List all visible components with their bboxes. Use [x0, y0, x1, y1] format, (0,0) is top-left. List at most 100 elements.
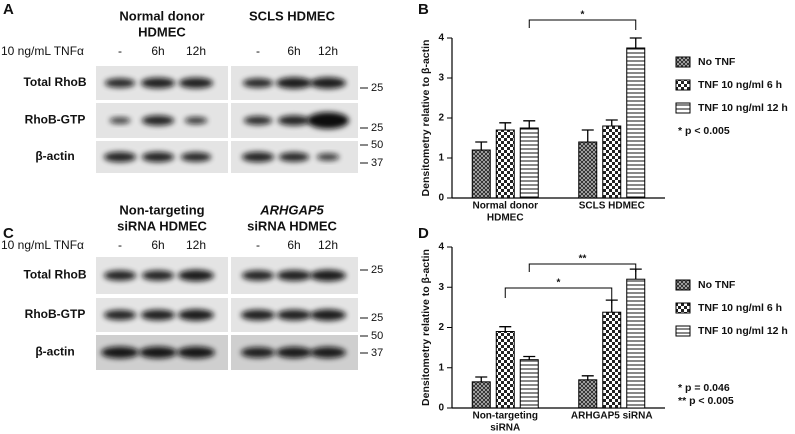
significance-label: *	[557, 278, 561, 289]
bar	[578, 379, 598, 409]
y-tick-label: 2	[438, 322, 444, 333]
row-label: RhoB-GTP	[25, 307, 86, 321]
lane-label: 6h	[287, 44, 300, 58]
y-tick-label: 4	[438, 242, 444, 253]
group-heading: siRNA HDMEC	[117, 218, 207, 233]
lane-label: 12h	[318, 44, 338, 58]
group-heading: Normal donor	[119, 8, 204, 23]
bar	[626, 47, 646, 199]
marker-label: 25	[371, 122, 383, 134]
error-bar	[499, 326, 512, 332]
blot-band	[140, 77, 176, 89]
y-axis-label: Densitometry relative to β-actin	[420, 249, 432, 406]
marker-label: 25	[371, 82, 383, 94]
group-heading: siRNA HDMEC	[247, 218, 337, 233]
x-tick-label: HDMEC	[487, 213, 524, 224]
blot-band	[276, 309, 312, 321]
legend-swatch	[675, 279, 691, 291]
blot-band	[178, 77, 214, 89]
blot-band	[141, 270, 175, 281]
significance-bracket	[504, 287, 613, 303]
blot-band	[103, 151, 137, 163]
x-tick-label: SCLS HDMEC	[579, 201, 645, 212]
group-heading: HDMEC	[138, 24, 186, 39]
y-axis-label: Densitometry relative to β-actin	[420, 40, 432, 197]
legend-swatch	[675, 302, 691, 314]
y-tick-label: 3	[438, 73, 444, 84]
panel-label: A	[3, 1, 14, 18]
blot-band	[103, 309, 137, 321]
blot-band	[309, 269, 347, 282]
blot-band	[104, 78, 136, 88]
lane-label: 12h	[318, 238, 338, 252]
marker-label: 25	[371, 312, 383, 324]
error-bar	[523, 355, 536, 360]
row-label: Total RhoB	[23, 268, 86, 282]
bar	[626, 278, 646, 409]
lane-label: 12h	[186, 238, 206, 252]
group-heading: ARHGAP5	[259, 202, 324, 217]
lane-label: -	[256, 44, 260, 58]
error-bar	[499, 122, 512, 130]
error-bar	[581, 375, 594, 380]
row-label: β-actin	[35, 149, 74, 163]
panel-label: D	[418, 225, 429, 242]
note: * p = 0.046	[678, 382, 730, 394]
bar	[519, 127, 539, 199]
error-bar	[475, 141, 488, 150]
legend-label: No TNF	[698, 56, 736, 68]
lane-label: 6h	[151, 238, 164, 252]
legend-label: TNF 10 ng/ml 12 h	[698, 325, 788, 337]
blot-band	[309, 346, 347, 359]
blot-band	[141, 115, 175, 126]
blot-band	[277, 115, 311, 126]
blot-band	[316, 153, 340, 161]
blot-band	[241, 151, 275, 163]
legend-swatch	[675, 325, 691, 337]
row-label: Total RhoB	[23, 75, 86, 89]
bar	[578, 141, 598, 199]
bar	[602, 125, 622, 199]
y-tick-label: 3	[438, 282, 444, 293]
blot-band	[275, 77, 313, 89]
blot-band	[184, 116, 208, 125]
marker-label: 25	[371, 264, 383, 276]
panel-label: C	[3, 225, 14, 242]
treatment-label: 10 ng/mL TNFα	[1, 44, 84, 58]
row-label: RhoB-GTP	[25, 113, 86, 127]
y-tick-label: 4	[438, 33, 444, 44]
group-heading: Non-targeting	[119, 202, 204, 217]
blot-band	[180, 152, 212, 162]
legend-swatch	[675, 79, 691, 91]
panel-label: B	[418, 1, 429, 18]
blot-band	[243, 116, 273, 125]
lane-label: -	[256, 238, 260, 252]
y-tick-label: 1	[438, 153, 444, 164]
lane-label: 6h	[151, 44, 164, 58]
blot-band	[307, 112, 349, 129]
x-tick-label: siRNA	[490, 423, 520, 434]
marker-label: 37	[371, 157, 383, 169]
x-tick-label: Normal donor	[472, 201, 538, 212]
row-label: β-actin	[35, 345, 74, 359]
blot-band	[109, 117, 131, 124]
lane-label: 6h	[287, 238, 300, 252]
y-tick-label: 2	[438, 113, 444, 124]
note: ** p < 0.005	[678, 395, 734, 407]
charts: 0 1 2 3 4 Densitometry relative to β-actin Nor…	[420, 10, 788, 434]
blot-band	[139, 346, 177, 359]
y-tick-label: 0	[438, 403, 444, 414]
significance-bracket	[528, 19, 637, 30]
blot-band	[177, 309, 215, 321]
error-bar	[523, 120, 536, 128]
group-heading: SCLS HDMEC	[249, 8, 336, 23]
blot-band	[240, 347, 276, 358]
significance-label: **	[579, 254, 587, 265]
blot-band	[141, 151, 175, 163]
treatment-label: 10 ng/mL TNFα	[1, 238, 84, 252]
blot-band	[276, 270, 312, 281]
marker-label: 50	[371, 330, 383, 342]
blot-band	[242, 78, 274, 88]
legend-label: No TNF	[698, 279, 736, 291]
